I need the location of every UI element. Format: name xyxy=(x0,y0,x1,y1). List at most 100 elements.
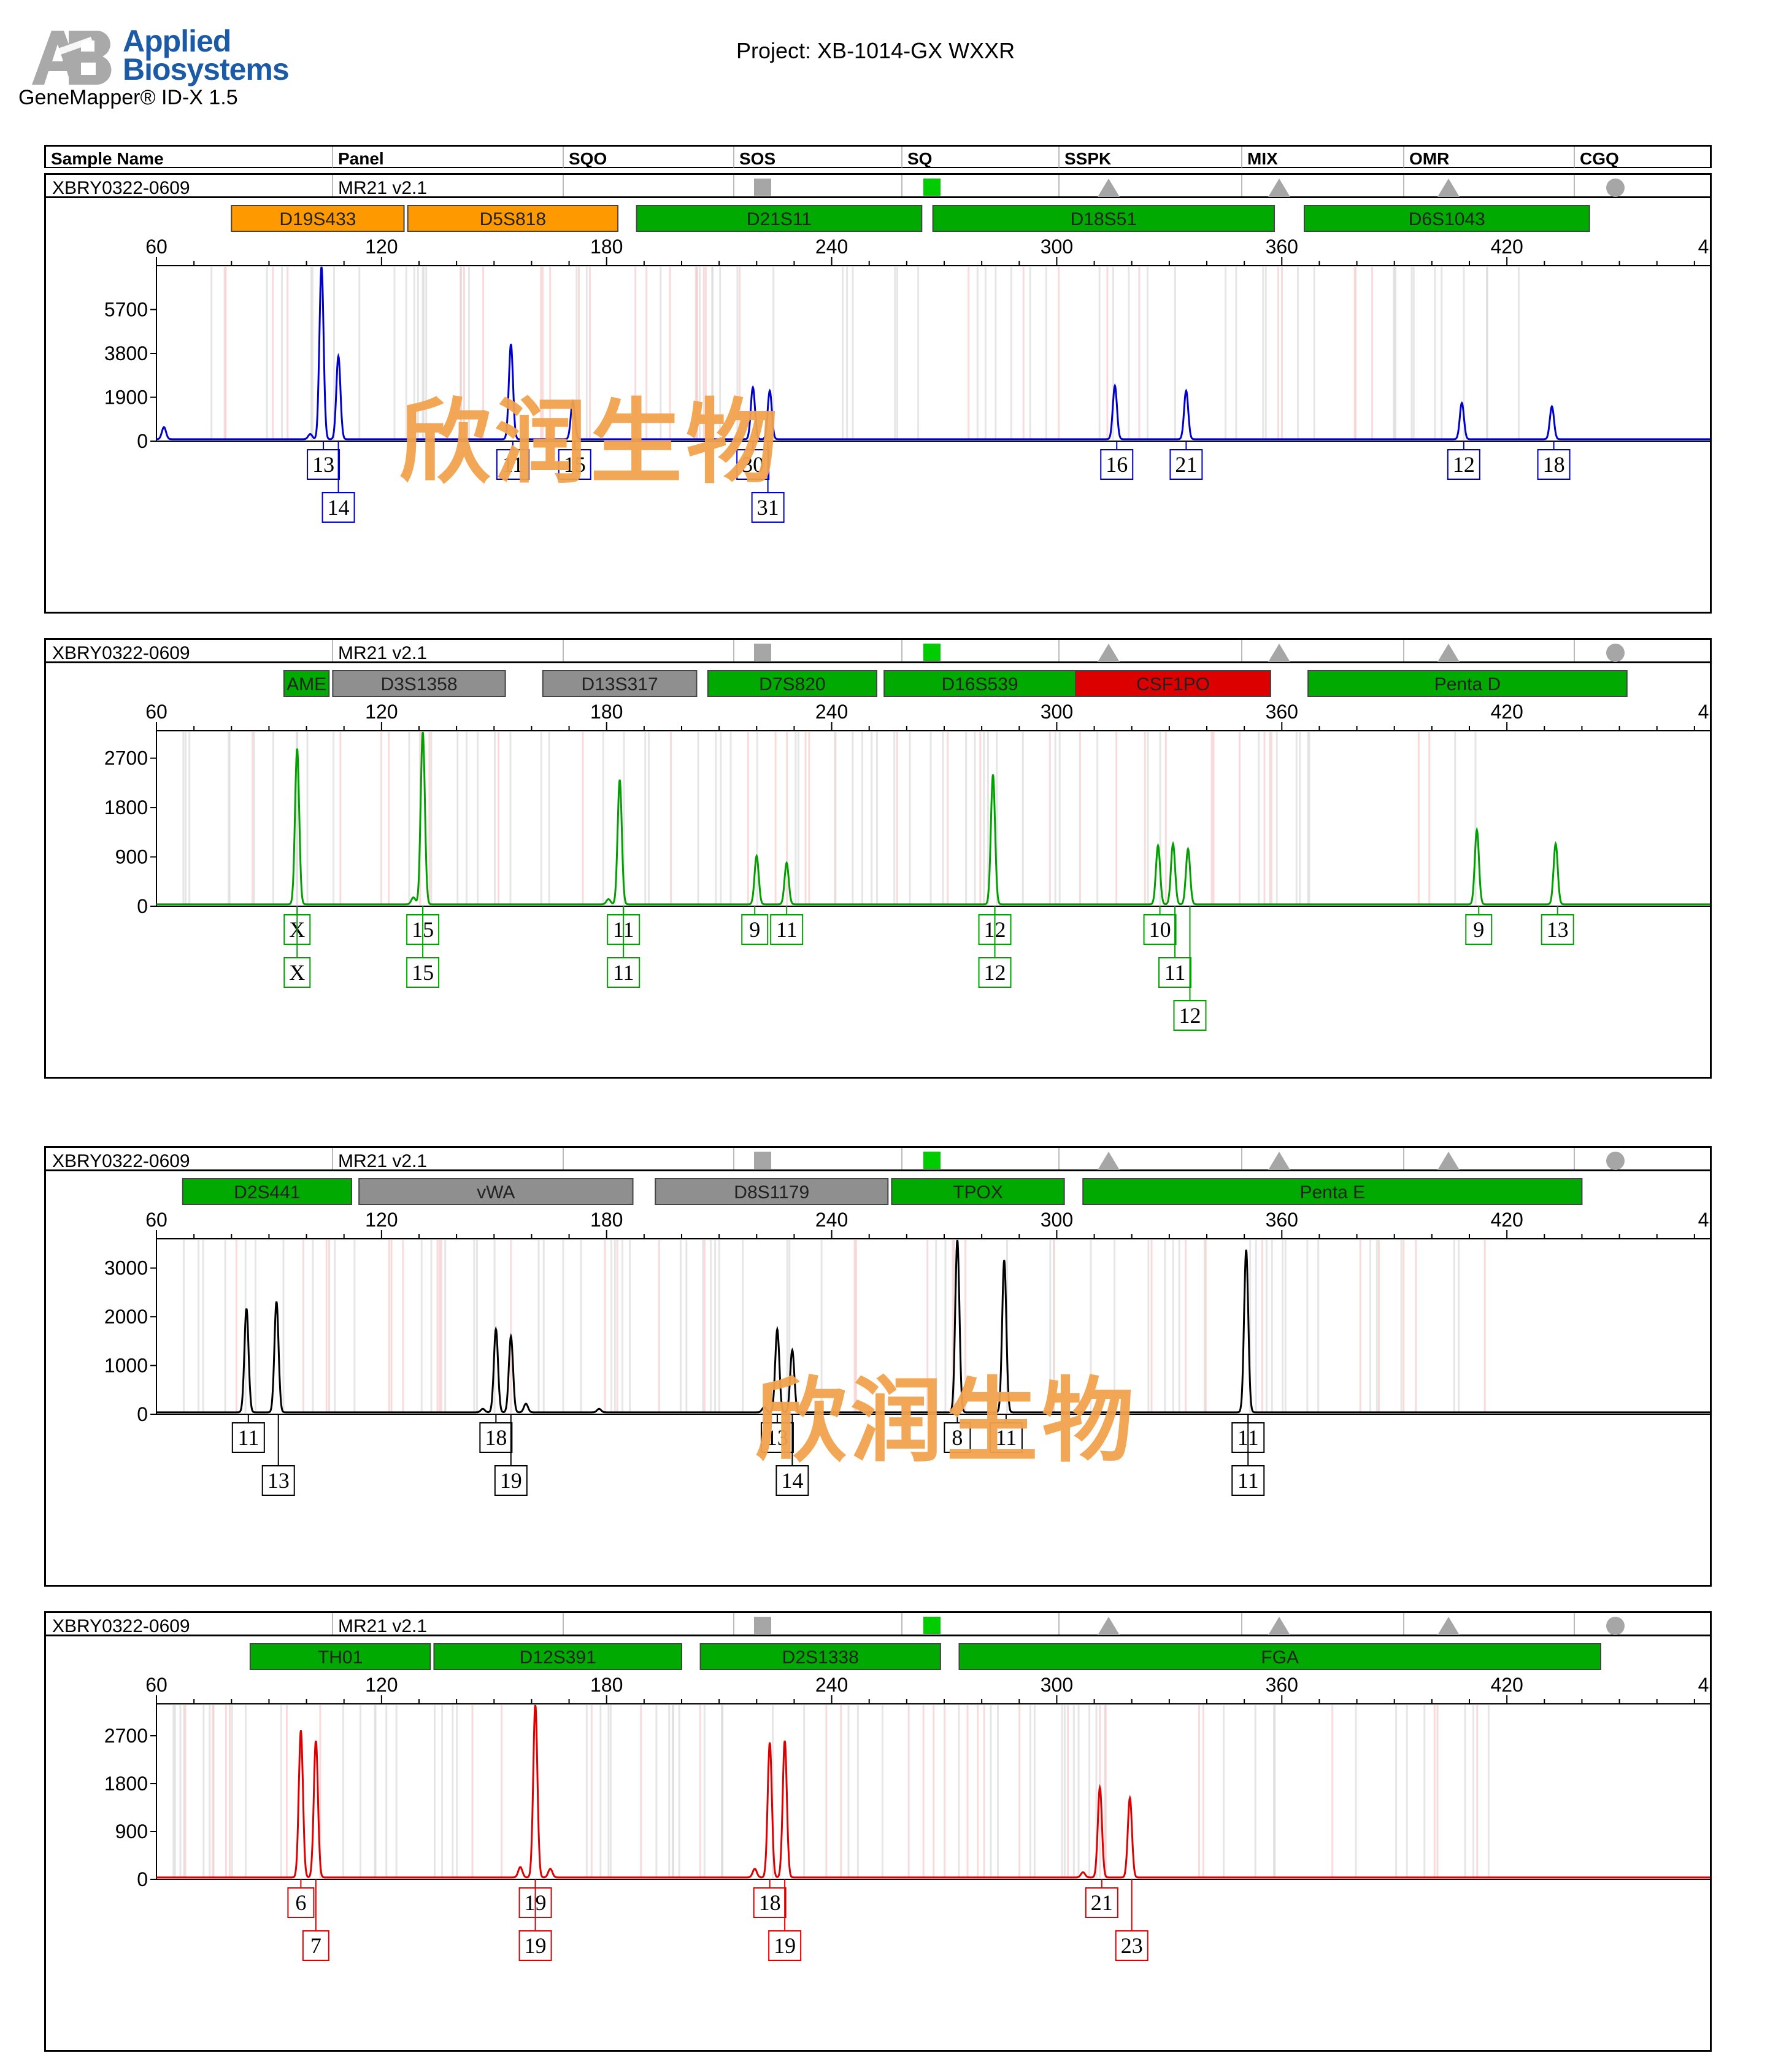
allele-label: 23 xyxy=(1121,1933,1143,1958)
allele-call[interactable]: 23 xyxy=(1115,1879,1149,1961)
quality-flag-omr-icon[interactable] xyxy=(1437,644,1460,662)
allele-call[interactable]: 10 xyxy=(1143,906,1177,945)
marker-label: TH01 xyxy=(318,1647,363,1668)
allele-call[interactable]: 15 xyxy=(406,906,440,988)
allele-call[interactable]: 13 xyxy=(307,441,341,480)
marker-vwa[interactable]: vWA xyxy=(358,1178,634,1205)
column-header-sq[interactable]: SQ xyxy=(907,149,933,168)
quality-flag-mix-icon[interactable] xyxy=(1268,1617,1290,1635)
marker-d7s820[interactable]: D7S820 xyxy=(707,670,877,697)
marker-d19s433[interactable]: D19S433 xyxy=(231,205,405,232)
column-header-mix[interactable]: MIX xyxy=(1247,149,1278,168)
allele-call[interactable]: 11 xyxy=(989,1414,1023,1453)
quality-flag-sq-icon[interactable] xyxy=(923,1152,941,1169)
allele-call[interactable]: 19 xyxy=(768,1879,802,1961)
quality-flag-sos-icon[interactable] xyxy=(754,1617,771,1634)
quality-flag-sq-icon[interactable] xyxy=(923,179,941,196)
quality-flag-omr-icon[interactable] xyxy=(1437,179,1460,197)
allele-label: 11 xyxy=(237,1425,259,1450)
marker-d2s441[interactable]: D2S441 xyxy=(182,1178,352,1205)
quality-flag-sspk-icon[interactable] xyxy=(1098,1617,1120,1635)
allele-call[interactable]: 12 xyxy=(978,906,1012,988)
quality-flag-sq-icon[interactable] xyxy=(923,1617,941,1634)
marker-penta-e[interactable]: Penta E xyxy=(1082,1178,1583,1205)
quality-flag-sos-icon[interactable] xyxy=(754,1152,771,1169)
allele-call[interactable]: 11 xyxy=(1231,1414,1265,1496)
allele-call[interactable]: 13 xyxy=(1541,906,1574,945)
marker-csf1po[interactable]: CSF1PO xyxy=(1075,670,1271,697)
quality-flag-cgq-icon[interactable] xyxy=(1606,644,1625,662)
allele-call[interactable]: 11 xyxy=(770,906,804,945)
marker-d16s539[interactable]: D16S539 xyxy=(883,670,1076,697)
allele-call[interactable]: 16 xyxy=(1100,441,1134,480)
allele-call[interactable]: 21 xyxy=(1169,441,1203,480)
quality-flag-sspk-icon[interactable] xyxy=(1098,1152,1120,1170)
quality-flag-omr-icon[interactable] xyxy=(1437,1152,1460,1170)
marker-d13s317[interactable]: D13S317 xyxy=(542,670,698,697)
allele-label: 9 xyxy=(1473,917,1484,942)
sample-row[interactable]: XBRY0322-0609 MR21 v2.1 xyxy=(46,175,1710,198)
marker-d21s11[interactable]: D21S11 xyxy=(636,205,923,232)
column-header-sos[interactable]: SOS xyxy=(739,149,776,168)
allele-call[interactable]: 8 xyxy=(944,1414,971,1453)
allele-call[interactable]: 11 xyxy=(231,1414,265,1453)
quality-flag-mix-icon[interactable] xyxy=(1268,644,1290,662)
sample-row[interactable]: XBRY0322-0609 MR21 v2.1 xyxy=(46,640,1710,663)
quality-flag-cgq-icon[interactable] xyxy=(1606,1617,1625,1635)
allele-call[interactable]: 19 xyxy=(518,1879,552,1961)
quality-flag-sos-icon[interactable] xyxy=(754,179,771,196)
allele-call[interactable]: 11 xyxy=(607,906,641,988)
marker-d5s818[interactable]: D5S818 xyxy=(407,205,619,232)
marker-d6s1043[interactable]: D6S1043 xyxy=(1303,205,1590,232)
allele-call[interactable]: 12 xyxy=(1447,441,1480,480)
quality-flag-cgq-icon[interactable] xyxy=(1606,179,1625,197)
marker-d8s1179[interactable]: D8S1179 xyxy=(655,1178,889,1205)
allele-call[interactable]: 12 xyxy=(1173,906,1207,1031)
column-header-sample-name[interactable]: Sample Name xyxy=(51,149,164,168)
quality-flag-omr-icon[interactable] xyxy=(1437,1617,1460,1635)
allele-call[interactable]: 18 xyxy=(479,1414,513,1453)
column-header-sspk[interactable]: SSPK xyxy=(1064,149,1112,168)
marker-fga[interactable]: FGA xyxy=(958,1643,1601,1670)
marker-th01[interactable]: TH01 xyxy=(249,1643,431,1670)
allele-call[interactable]: 18 xyxy=(753,1879,787,1918)
quality-flag-cgq-icon[interactable] xyxy=(1606,1152,1625,1170)
column-header-cgq[interactable]: CGQ xyxy=(1580,149,1619,168)
quality-flag-sos-icon[interactable] xyxy=(754,644,771,661)
quality-flag-sq-icon[interactable] xyxy=(923,644,941,661)
allele-call[interactable]: 14 xyxy=(321,441,355,523)
marker-d3s1358[interactable]: D3S1358 xyxy=(332,670,506,697)
quality-flag-sspk-icon[interactable] xyxy=(1098,644,1120,662)
marker-penta-d[interactable]: Penta D xyxy=(1307,670,1628,697)
allele-call[interactable]: 19 xyxy=(494,1414,528,1496)
quality-flag-mix-icon[interactable] xyxy=(1268,1152,1290,1170)
sample-row[interactable]: XBRY0322-0609 MR21 v2.1 xyxy=(46,1148,1710,1171)
allele-call[interactable]: 15 xyxy=(558,441,591,480)
allele-call[interactable]: X xyxy=(283,906,311,988)
marker-tpox[interactable]: TPOX xyxy=(891,1178,1065,1205)
allele-call[interactable]: 6 xyxy=(287,1879,315,1918)
allele-call[interactable]: 21 xyxy=(1085,1879,1118,1918)
allele-call[interactable]: 31 xyxy=(751,441,785,523)
marker-d18s51[interactable]: D18S51 xyxy=(932,205,1276,232)
quality-flag-sspk-icon[interactable] xyxy=(1098,179,1120,197)
marker-d12s391[interactable]: D12S391 xyxy=(433,1643,682,1670)
marker-d2s1338[interactable]: D2S1338 xyxy=(699,1643,941,1670)
column-header-panel[interactable]: Panel xyxy=(338,149,384,168)
allele-call[interactable]: 7 xyxy=(302,1879,329,1961)
allele-call[interactable]: 13 xyxy=(760,1414,794,1453)
allele-call[interactable]: 11 xyxy=(1158,906,1192,988)
allele-call[interactable]: 14 xyxy=(775,1414,809,1496)
allele-call[interactable]: 9 xyxy=(741,906,769,945)
allele-call[interactable]: 18 xyxy=(1537,441,1571,480)
quality-flag-mix-icon[interactable] xyxy=(1268,179,1290,197)
column-header-omr[interactable]: OMR xyxy=(1409,149,1450,168)
allele-call[interactable]: 9 xyxy=(1465,906,1493,945)
marker-ame[interactable]: AME xyxy=(283,670,330,697)
allele-call[interactable]: 30 xyxy=(736,441,770,480)
column-separator xyxy=(563,175,564,196)
allele-call[interactable]: 11 xyxy=(496,441,529,480)
column-header-sqo[interactable]: SQO xyxy=(569,149,607,168)
allele-call[interactable]: 13 xyxy=(261,1414,295,1496)
sample-row[interactable]: XBRY0322-0609 MR21 v2.1 xyxy=(46,1613,1710,1636)
